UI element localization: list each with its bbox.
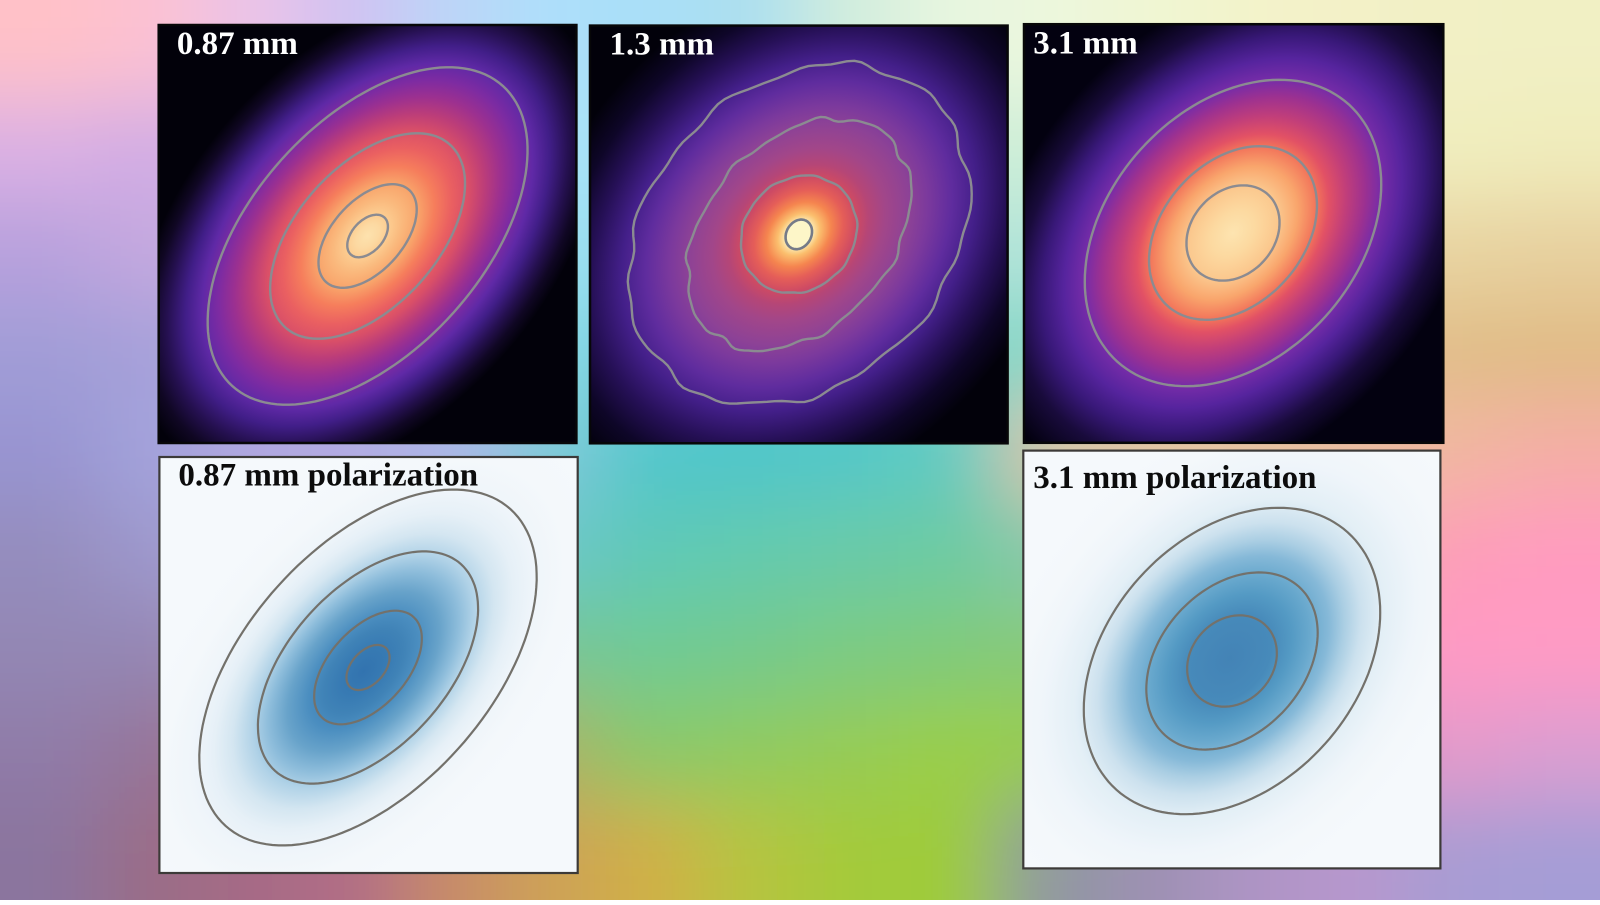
svg-text:1.3 mm: 1.3 mm xyxy=(610,26,714,62)
svg-text:3.1 mm polarization: 3.1 mm polarization xyxy=(1033,460,1316,496)
svg-text:3.1 mm: 3.1 mm xyxy=(1033,26,1137,62)
svg-text:0.87 mm polarization: 0.87 mm polarization xyxy=(178,457,478,493)
svg-text:0.87 mm: 0.87 mm xyxy=(177,26,298,62)
